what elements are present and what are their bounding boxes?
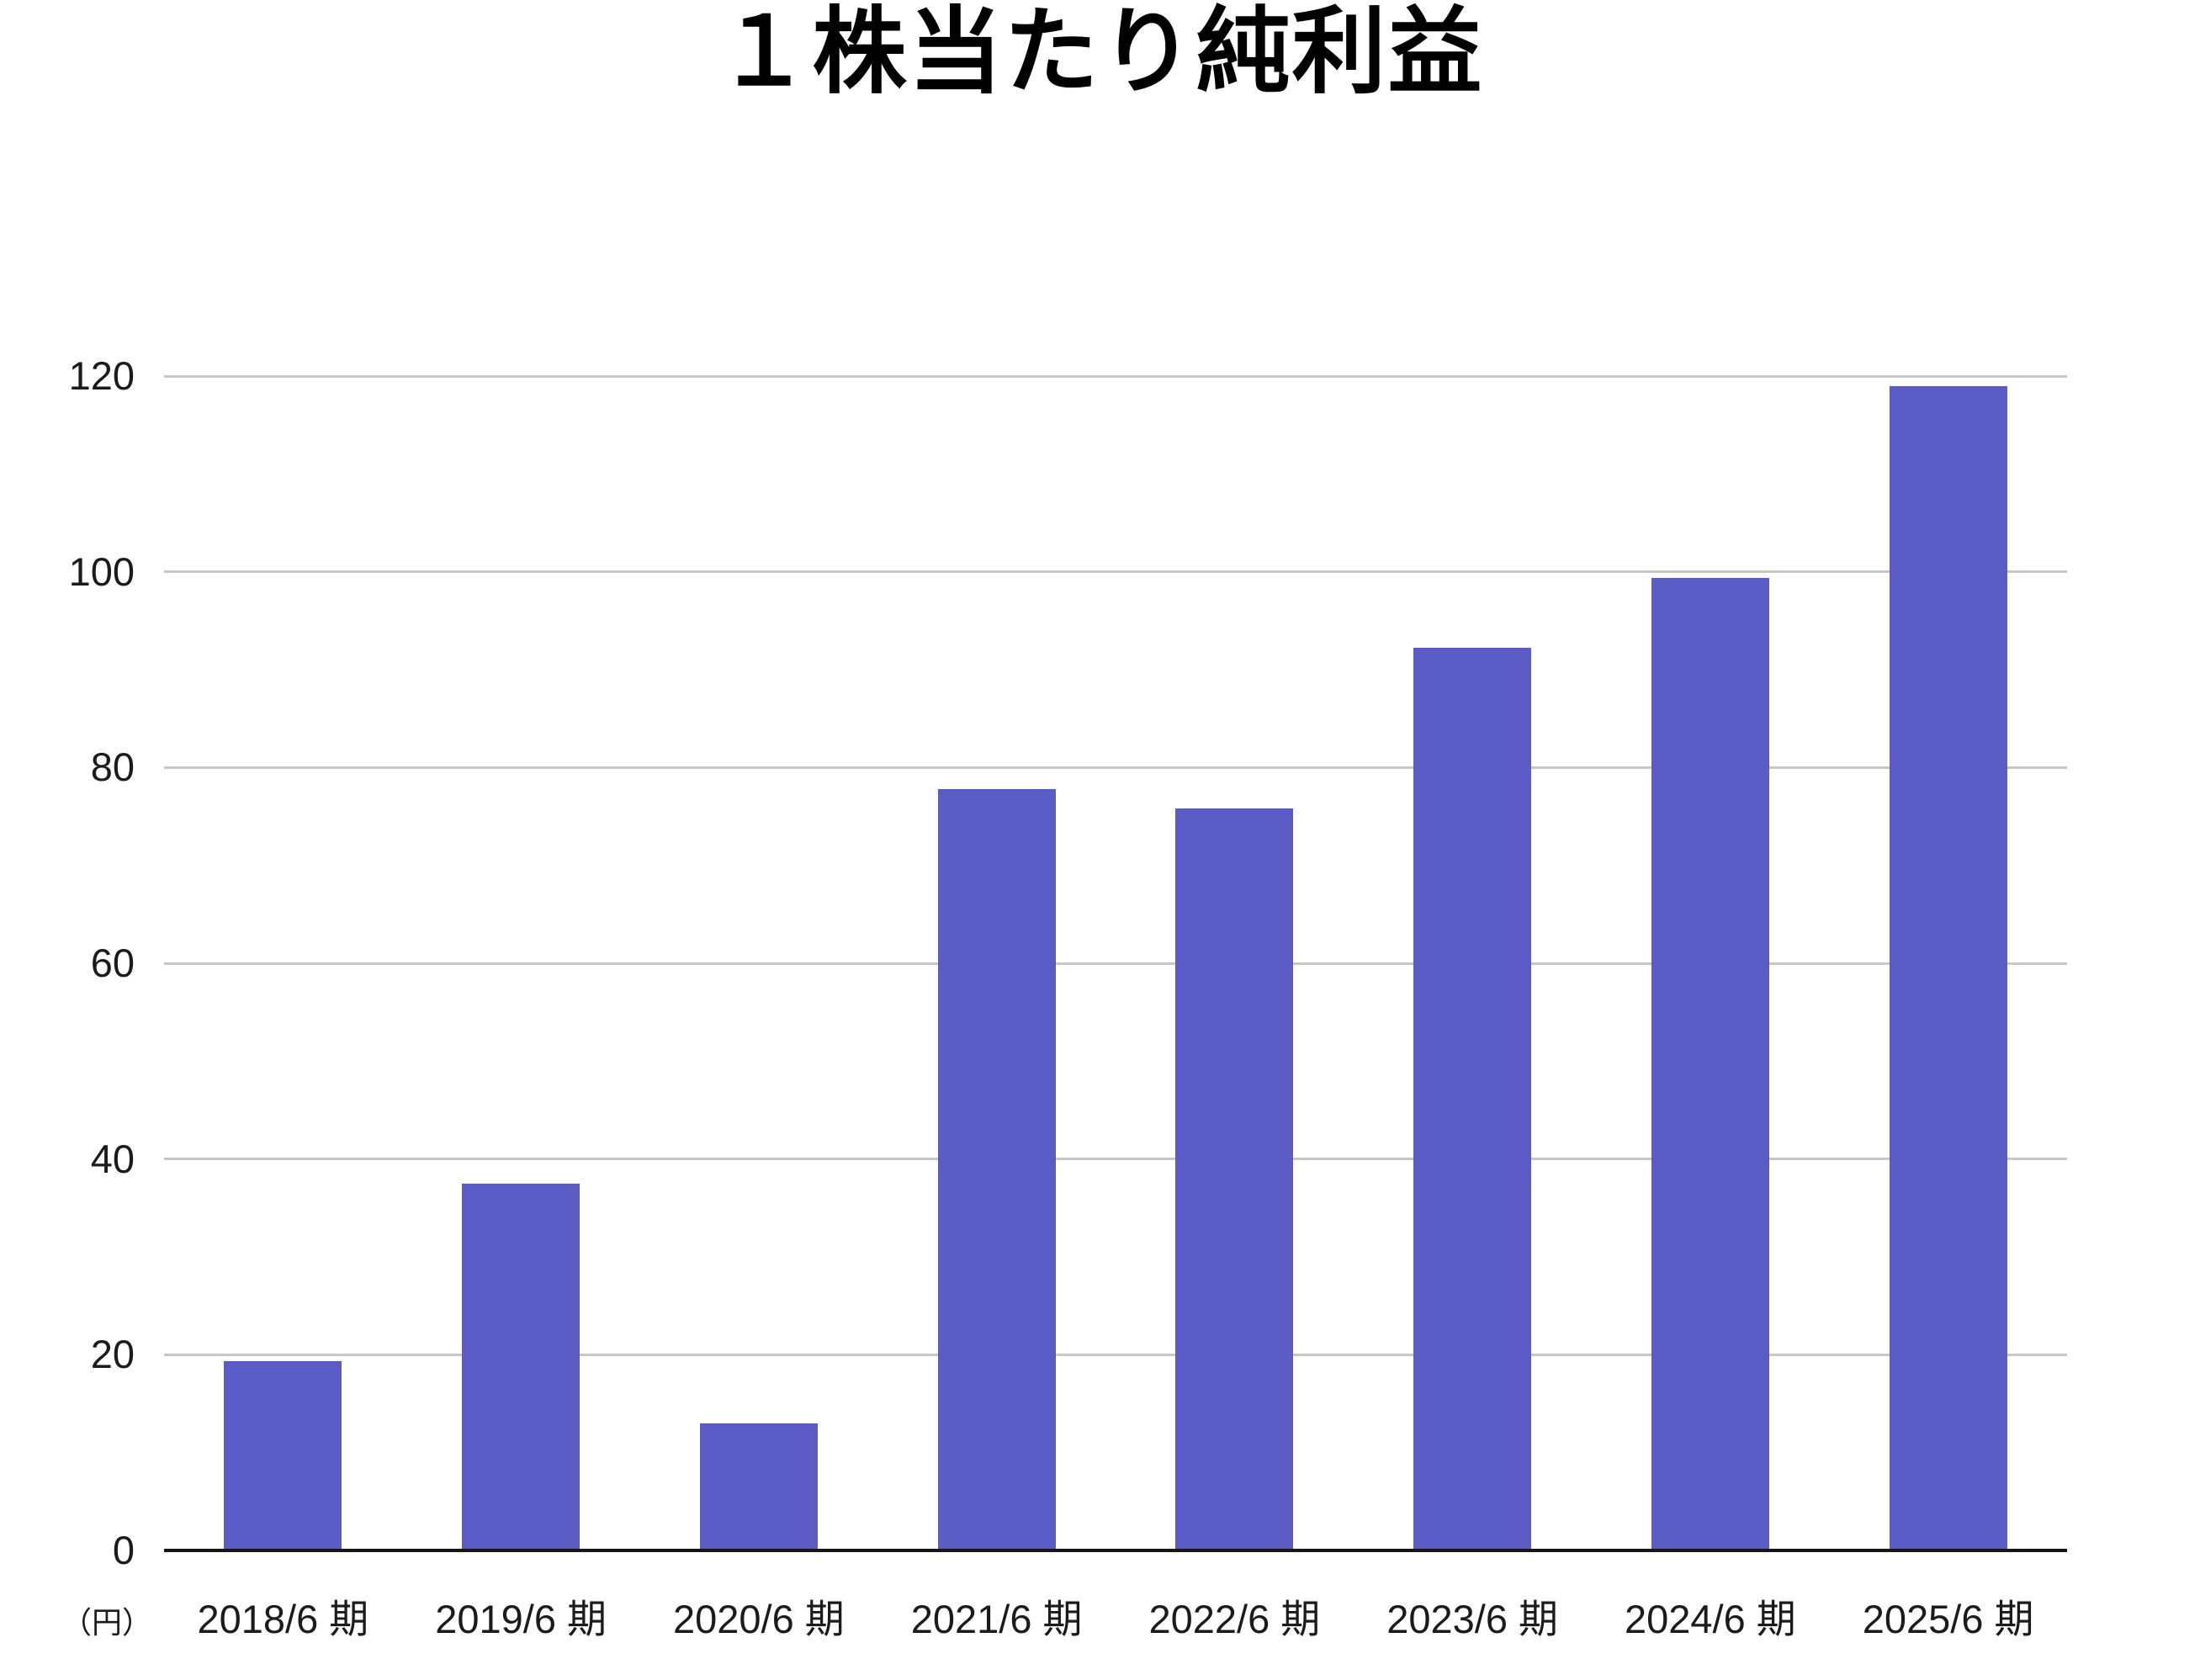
x-tick-label: 2018/6 期 <box>197 1597 369 1641</box>
gridline <box>164 570 2067 574</box>
y-tick-label: 120 <box>68 353 135 398</box>
bar-2024/6 期 <box>1651 577 1769 1550</box>
bar-2021/6 期 <box>937 788 1056 1550</box>
gridline <box>164 766 2067 769</box>
y-axis-unit-label: （円） <box>61 1605 152 1640</box>
y-tick-label: 0 <box>112 1528 135 1572</box>
gridline <box>164 1353 2067 1356</box>
chart-title: １株当たり純利益 <box>716 0 1484 104</box>
x-tick-label: 2021/6 期 <box>910 1597 1083 1641</box>
bar-2018/6 期 <box>224 1361 342 1550</box>
bar-2022/6 期 <box>1175 808 1294 1550</box>
bar-2023/6 期 <box>1413 648 1532 1550</box>
y-tick-label: 20 <box>90 1332 135 1377</box>
y-tick-label: 40 <box>90 1136 135 1181</box>
x-tick-label: 2020/6 期 <box>672 1597 845 1641</box>
bar-2025/6 期 <box>1889 385 2007 1550</box>
y-tick-label: 60 <box>90 941 135 985</box>
bar-2019/6 期 <box>462 1183 580 1550</box>
x-tick-label: 2023/6 期 <box>1386 1597 1559 1641</box>
x-axis-line <box>164 1549 2067 1552</box>
y-tick-label: 80 <box>90 745 135 790</box>
gridline <box>164 962 2067 965</box>
x-tick-label: 2025/6 期 <box>1862 1597 2034 1641</box>
gridline <box>164 1158 2067 1161</box>
x-tick-label: 2022/6 期 <box>1148 1597 1321 1641</box>
y-tick-label: 100 <box>68 549 135 594</box>
x-tick-label: 2019/6 期 <box>435 1597 607 1641</box>
bar-2020/6 期 <box>699 1423 818 1550</box>
gridline <box>164 374 2067 378</box>
x-tick-label: 2024/6 期 <box>1624 1597 1796 1641</box>
